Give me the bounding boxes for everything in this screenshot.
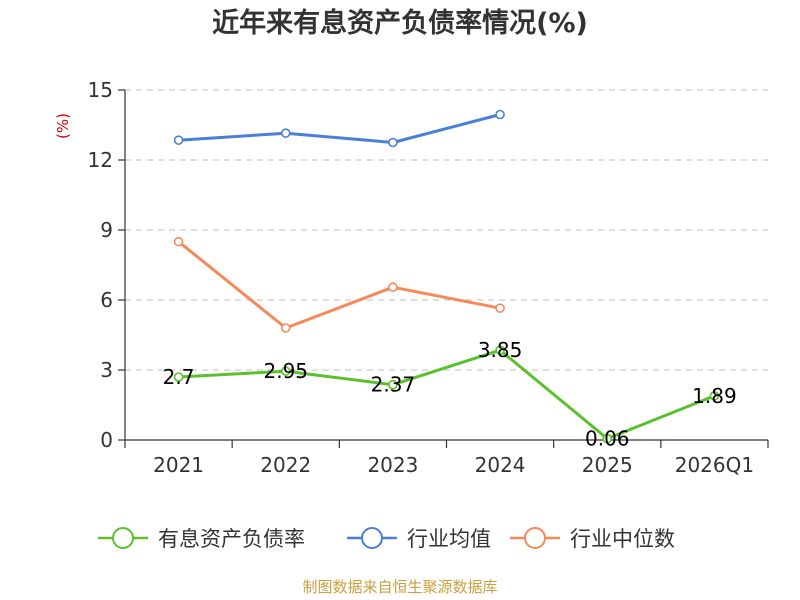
source-note: 制图数据来自恒生聚源数据库 <box>302 578 497 596</box>
legend-label-1: 行业均值 <box>407 527 491 551</box>
y-tick-label-0: 0 <box>100 428 113 452</box>
series-line-0 <box>178 348 715 441</box>
axes: 0 3 6 9 12 15 2021 2022 2023 2024 2025 2026Q1 <box>88 78 769 477</box>
series-line-2 <box>177 240 501 330</box>
data-label-2022: 2.95 <box>263 359 308 383</box>
legend-marker-2 <box>524 527 546 549</box>
x-tick-label-2023: 2023 <box>367 453 418 477</box>
data-label-2023: 2.37 <box>371 373 416 397</box>
y-tick-label-9: 9 <box>100 218 113 242</box>
data-label-2026Q1: 1.89 <box>692 384 737 408</box>
legend-label-0: 有息资产负债率 <box>158 527 305 551</box>
data-label-2024: 3.85 <box>478 338 523 362</box>
x-tick-label-2026Q1: 2026Q1 <box>675 453 754 477</box>
series-0-point-2025 <box>602 433 613 444</box>
grid-lines <box>125 89 768 371</box>
series-1-point-2024 <box>495 109 505 120</box>
series-2-point-2024 <box>495 303 505 313</box>
chart-title: 近年来有息资产负债率情况(%) <box>212 7 588 39</box>
data-labels: 2.7 2.95 2.37 3.85 0.06 1.89 <box>163 338 737 450</box>
series-0-point-2022 <box>280 366 291 376</box>
data-label-2025: 0.06 <box>585 427 630 451</box>
series-0-point-2021 <box>173 372 184 382</box>
x-tick-label-2025: 2025 <box>582 453 633 477</box>
y-tick-label-12: 12 <box>88 148 113 172</box>
series-1-point-2021 <box>173 135 184 145</box>
series-0-point-2024 <box>495 345 505 355</box>
series-1-point-2022 <box>280 128 291 138</box>
series-0-point-2026Q1 <box>709 391 720 401</box>
legend: 有息资产负债率 行业均值 行业中位数 <box>98 527 675 551</box>
legend-label-2: 行业中位数 <box>570 527 675 551</box>
series-lines <box>173 109 720 444</box>
x-tick-label-2024: 2024 <box>475 453 526 477</box>
x-tick-label-2022: 2022 <box>260 453 311 477</box>
x-tick-label-2021: 2021 <box>153 453 204 477</box>
series-2-point-2021 <box>173 236 184 247</box>
series-1-point-2023 <box>388 137 398 148</box>
series-line-1 <box>178 113 501 144</box>
legend-marker-0 <box>112 527 134 549</box>
data-label-2021: 2.7 <box>163 365 195 389</box>
y-tick-label-6: 6 <box>100 288 113 312</box>
y-tick-label-15: 15 <box>88 78 113 102</box>
series-0-point-2023 <box>388 379 398 390</box>
y-tick-label-3: 3 <box>100 358 113 382</box>
legend-marker-1 <box>361 527 383 549</box>
series-2-point-2023 <box>388 282 398 292</box>
series-2-point-2022 <box>280 323 291 333</box>
y-axis-unit-label: (%) <box>54 113 72 139</box>
